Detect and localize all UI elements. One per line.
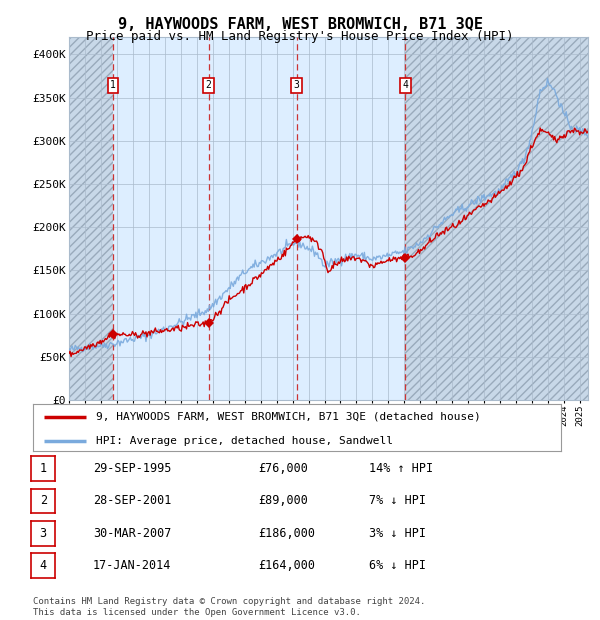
Text: 30-MAR-2007: 30-MAR-2007	[93, 527, 172, 539]
Text: 3: 3	[293, 80, 299, 90]
Text: 6% ↓ HPI: 6% ↓ HPI	[369, 559, 426, 572]
Bar	[405, 37, 588, 400]
Text: HPI: Average price, detached house, Sandwell: HPI: Average price, detached house, Sand…	[97, 435, 394, 446]
Text: 2: 2	[206, 80, 212, 90]
Text: £164,000: £164,000	[258, 559, 315, 572]
Text: £89,000: £89,000	[258, 495, 308, 507]
Text: 3% ↓ HPI: 3% ↓ HPI	[369, 527, 426, 539]
Text: 2: 2	[40, 495, 47, 507]
Text: 3: 3	[40, 527, 47, 539]
Text: 1: 1	[110, 80, 116, 90]
Text: 4: 4	[40, 559, 47, 572]
Text: 29-SEP-1995: 29-SEP-1995	[93, 463, 172, 475]
Bar	[69, 37, 113, 400]
Text: 14% ↑ HPI: 14% ↑ HPI	[369, 463, 433, 475]
Text: 9, HAYWOODS FARM, WEST BROMWICH, B71 3QE (detached house): 9, HAYWOODS FARM, WEST BROMWICH, B71 3QE…	[97, 412, 481, 422]
Bar	[405, 37, 588, 400]
Text: £186,000: £186,000	[258, 527, 315, 539]
Text: £76,000: £76,000	[258, 463, 308, 475]
Text: 9, HAYWOODS FARM, WEST BROMWICH, B71 3QE: 9, HAYWOODS FARM, WEST BROMWICH, B71 3QE	[118, 17, 482, 32]
Text: Price paid vs. HM Land Registry's House Price Index (HPI): Price paid vs. HM Land Registry's House …	[86, 30, 514, 43]
Text: 4: 4	[402, 80, 408, 90]
Text: 7% ↓ HPI: 7% ↓ HPI	[369, 495, 426, 507]
Text: 1: 1	[40, 463, 47, 475]
Text: Contains HM Land Registry data © Crown copyright and database right 2024.
This d: Contains HM Land Registry data © Crown c…	[33, 598, 425, 617]
Bar	[69, 37, 113, 400]
Text: 17-JAN-2014: 17-JAN-2014	[93, 559, 172, 572]
Text: 28-SEP-2001: 28-SEP-2001	[93, 495, 172, 507]
